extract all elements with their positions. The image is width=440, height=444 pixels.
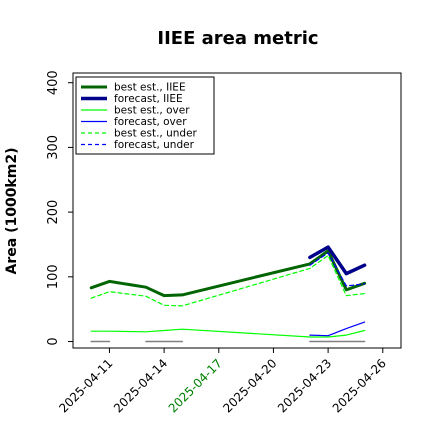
series-line-best-est-iiee-0 xyxy=(89,249,367,298)
legend-label: forecast, over xyxy=(114,116,187,128)
chart-title: IIEE area metric xyxy=(157,28,318,49)
legend-label: best est., over xyxy=(114,105,190,117)
y-tick-label: 200 xyxy=(46,200,61,225)
x-tick-label: 2025-04-11 xyxy=(56,356,115,415)
y-axis-label: Area (1000km2) xyxy=(4,148,20,275)
legend-box xyxy=(75,76,215,155)
series-line-forecast-over-0 xyxy=(309,321,366,337)
series-line-forecast-under-0 xyxy=(309,252,366,287)
plot-frame xyxy=(72,72,402,349)
y-tick-label: 300 xyxy=(46,135,61,160)
legend-label: forecast, IIEE xyxy=(114,93,183,105)
series-line-forecast-iiee-0 xyxy=(308,245,367,276)
x-tick-label: 2025-04-26 xyxy=(330,356,389,415)
legend-label: best est., under xyxy=(114,128,198,140)
series-line-best-est-over-0 xyxy=(90,328,366,338)
y-tick-label: 100 xyxy=(46,264,61,289)
x-tick-label: 2025-04-20 xyxy=(220,356,279,415)
x-tick-label: 2025-04-14 xyxy=(111,356,170,415)
legend-label: forecast, under xyxy=(114,139,195,151)
y-tick-label: 0 xyxy=(46,337,61,345)
series-line-best-est-under-0 xyxy=(90,254,366,307)
y-tick-label: 400 xyxy=(46,70,61,95)
plot-area xyxy=(89,245,367,343)
x-tick-label: 2025-04-23 xyxy=(275,356,334,415)
legend-label: best est., IIEE xyxy=(114,82,186,94)
x-tick-label: 2025-04-17 xyxy=(166,356,225,415)
